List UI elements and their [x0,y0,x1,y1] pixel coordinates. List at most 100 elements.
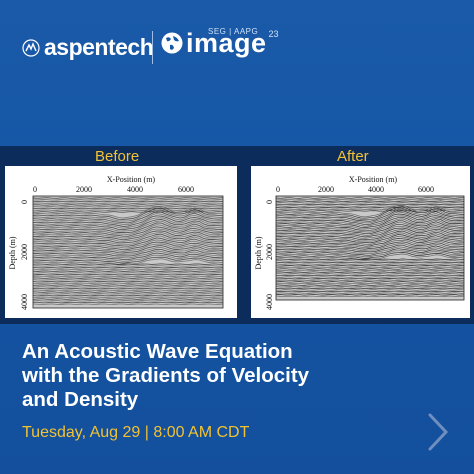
reflector-line [275,284,465,286]
reflector-line [275,258,465,260]
reflector-line [275,218,465,230]
reflector-line [32,252,224,261]
reflector-line [32,273,224,276]
reflector-line [33,289,224,292]
reflector-line [275,269,465,272]
webinar-title-line: with the Gradients of Velocity [22,364,310,387]
reflector-line [32,230,224,241]
seismic-section-after [275,195,465,301]
panel-title-before: Before [95,148,140,165]
reflector-line [32,282,224,285]
reflector-line [275,273,465,275]
globe-icon [161,32,183,54]
x-tick: 4000 [368,185,384,194]
reflector-line [32,263,224,265]
x-tick: 0 [276,185,280,194]
reflector-line [275,290,465,293]
x-tick: 6000 [178,185,194,194]
reflector-line [32,299,224,302]
reflector-line [275,198,465,201]
reflector-line [32,291,224,293]
reflector-line [275,250,465,258]
reflector-line [32,213,224,226]
x-axis-label: X-Position (m) [349,175,398,184]
image-event-logo: image 23 SEG | AAPG [160,27,279,58]
reflector-line [32,220,224,232]
reflector-line [275,246,465,255]
x-tick: 4000 [127,185,143,194]
reflector-line [32,200,224,203]
webinar-title-line: and Density [22,388,139,411]
reflector-line [275,281,465,283]
reflector-line [275,209,465,222]
reflector-line [275,265,465,267]
reflector-line [275,234,465,244]
x-tick: 0 [33,185,37,194]
reflector-line [32,287,224,290]
reflector-line [32,222,223,234]
reflector-line [32,205,224,219]
y-tick: 4000 [20,294,29,310]
reflector-line [32,241,224,251]
aspentech-logo-icon [22,38,40,57]
image-event-superscript: SEG | AAPG [208,27,259,36]
reflector-line [275,241,465,250]
reflector-line [32,237,224,247]
reflector-line [275,294,465,296]
reflector-line [32,235,224,245]
reflector-line [275,232,465,242]
reflector-line [275,286,465,288]
reflector-line [32,205,224,208]
reflector-line [275,197,465,199]
reflector-line [32,232,224,242]
y-tick: 4000 [265,294,274,310]
reflector-line [275,295,465,298]
x-tick: 6000 [418,185,434,194]
reflector-line [275,287,465,290]
reflector-line [32,298,224,300]
reflector-line [32,204,223,206]
reflector-line [275,274,465,277]
chevron-right-icon[interactable] [424,412,452,452]
reflector-line [32,197,224,199]
reflector-line [32,207,224,220]
reflector-line [275,203,464,206]
reflector-line [275,229,465,239]
reflector-line [275,230,465,241]
reflector-line [275,292,465,294]
reflector-line [275,208,464,220]
reflector-line [275,221,465,233]
webinar-title-line: An Acoustic Wave Equation [22,340,293,363]
reflector-line [32,250,224,259]
reflector-line [32,280,224,283]
reflector-line [32,218,224,231]
aspentech-wordmark: aspentech [44,34,154,60]
reflector-line [32,275,224,278]
reflector-line [275,225,465,236]
seismic-image-after: X-Position (m) 0 2000 4000 6000 Depth (m… [254,175,465,310]
reflector-line [275,243,465,251]
reflector-line [275,211,465,224]
reflector-line [32,233,224,244]
reflector-line [275,289,465,291]
reflector-line [32,217,224,229]
y-tick: 0 [20,200,29,204]
webinar-title: An Acoustic Wave Equation with the Gradi… [22,340,452,412]
reflector-line [32,254,224,262]
reflector-line [275,252,465,259]
y-tick: 0 [265,200,274,204]
seismic-panel-after: X-Position (m) 0 2000 4000 6000 Depth (m… [251,166,470,318]
reflector-line [32,215,224,227]
reflector-line [275,271,465,273]
reflector-line [275,266,465,269]
reflector-line [32,207,224,210]
reflector-line [32,248,224,257]
y-axis-label: Depth (m) [8,236,17,269]
aspentech-logo: aspentech [22,34,154,61]
reflector-line [32,272,224,274]
event-date: Tuesday, Aug 29 | 8:00 AM CDT [22,424,250,441]
reflector-line [32,211,224,224]
reflector-line [32,198,224,201]
reflector-line [32,279,224,281]
reflector-line [32,245,224,254]
